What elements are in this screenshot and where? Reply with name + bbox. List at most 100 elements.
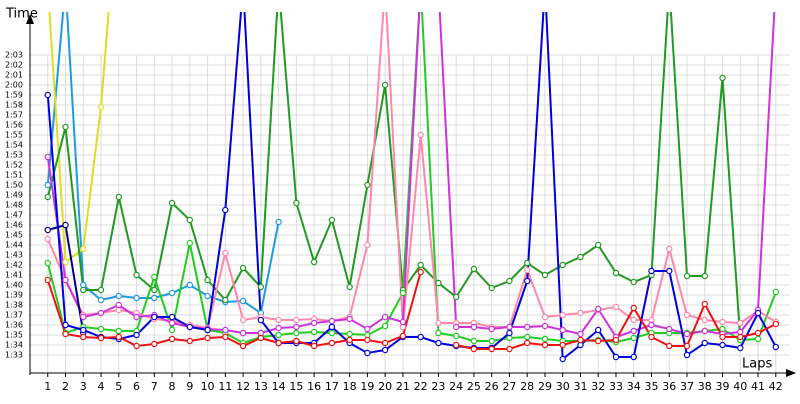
y-tick-label: 1:51 — [5, 171, 23, 180]
x-tick-label: 35 — [644, 380, 658, 393]
data-point — [417, 131, 424, 139]
data-point — [595, 305, 602, 313]
data-point — [559, 355, 566, 363]
data-point — [648, 267, 655, 275]
data-point — [488, 284, 495, 292]
data-point — [186, 239, 194, 247]
data-point — [630, 327, 637, 335]
x-tick-label: 10 — [201, 380, 215, 393]
y-tick-label: 1:37 — [5, 311, 23, 320]
data-point — [239, 264, 247, 272]
x-tick-label: 39 — [716, 380, 730, 393]
x-tick-label: 34 — [627, 380, 641, 393]
data-point — [133, 331, 140, 339]
data-point — [612, 269, 620, 277]
data-point — [97, 309, 105, 317]
data-point — [719, 341, 726, 349]
data-point — [364, 241, 371, 249]
x-tick-label: 20 — [378, 380, 392, 393]
data-point — [346, 336, 353, 344]
data-point — [541, 313, 549, 321]
data-point — [595, 241, 602, 249]
x-tick-label: 31 — [573, 380, 587, 393]
data-point — [328, 329, 336, 337]
data-point — [541, 271, 549, 279]
data-point — [612, 336, 620, 344]
data-point — [44, 235, 51, 243]
data-point — [293, 337, 300, 345]
x-tick-label: 33 — [609, 380, 623, 393]
y-tick-label: 1:48 — [5, 201, 23, 210]
data-point — [44, 91, 51, 99]
data-point — [648, 321, 655, 329]
data-point — [666, 325, 673, 333]
data-point — [204, 326, 211, 334]
data-point — [523, 259, 531, 267]
data-point — [204, 334, 211, 342]
x-tick-label: 21 — [396, 380, 410, 393]
data-point — [186, 281, 194, 289]
x-tick-label: 8 — [169, 380, 176, 393]
data-point — [595, 326, 602, 334]
data-point — [168, 313, 176, 321]
x-tick-label: 42 — [769, 380, 783, 393]
y-tick-label: 1:41 — [5, 271, 23, 280]
series-line — [46, 12, 742, 341]
data-point — [417, 268, 424, 276]
data-point — [701, 327, 708, 335]
data-point — [151, 286, 158, 294]
data-point — [772, 343, 779, 351]
data-point — [452, 332, 460, 340]
data-point — [364, 181, 371, 189]
data-point — [275, 324, 282, 332]
data-point — [435, 279, 442, 287]
plot-area — [44, 12, 779, 363]
data-point — [239, 316, 247, 324]
x-tick-label: 12 — [236, 380, 250, 393]
data-point — [381, 322, 389, 330]
y-tick-label: 1:46 — [5, 221, 23, 230]
x-tick-label: 38 — [698, 380, 712, 393]
data-point — [80, 313, 87, 321]
x-tick-label: 17 — [325, 380, 339, 393]
data-point — [470, 337, 478, 345]
data-point — [701, 339, 708, 347]
data-point — [435, 339, 442, 347]
data-point — [328, 339, 336, 347]
data-point — [541, 341, 549, 349]
data-point — [666, 342, 673, 350]
x-tick-label: 25 — [467, 380, 481, 393]
x-tick-label: 36 — [662, 380, 676, 393]
data-point — [151, 313, 158, 321]
data-point — [470, 323, 478, 331]
data-point — [381, 313, 389, 321]
data-point — [133, 313, 140, 321]
data-point — [44, 153, 51, 161]
data-point — [346, 330, 353, 338]
data-point — [186, 323, 194, 331]
data-point — [683, 351, 691, 359]
x-tick-label: 13 — [254, 380, 268, 393]
data-point — [541, 335, 549, 343]
x-tick-label: 2 — [62, 380, 69, 393]
data-point — [310, 342, 318, 350]
data-point — [719, 333, 726, 341]
data-point — [133, 271, 140, 279]
y-tick-label: 1:34 — [5, 341, 23, 350]
x-tick-label: 32 — [591, 380, 605, 393]
data-point — [80, 333, 87, 341]
y-tick-label: 1:33 — [5, 351, 23, 360]
data-point — [97, 286, 105, 294]
y-tick-label: 1:53 — [5, 151, 23, 160]
data-point — [399, 318, 407, 326]
data-point — [488, 325, 495, 333]
data-point — [239, 342, 247, 350]
data-point — [417, 333, 424, 341]
data-point — [62, 221, 69, 229]
data-point — [310, 258, 318, 266]
data-point — [737, 319, 744, 327]
data-point — [222, 206, 229, 214]
data-point — [151, 340, 158, 348]
data-point — [381, 81, 389, 89]
data-point — [151, 273, 158, 281]
